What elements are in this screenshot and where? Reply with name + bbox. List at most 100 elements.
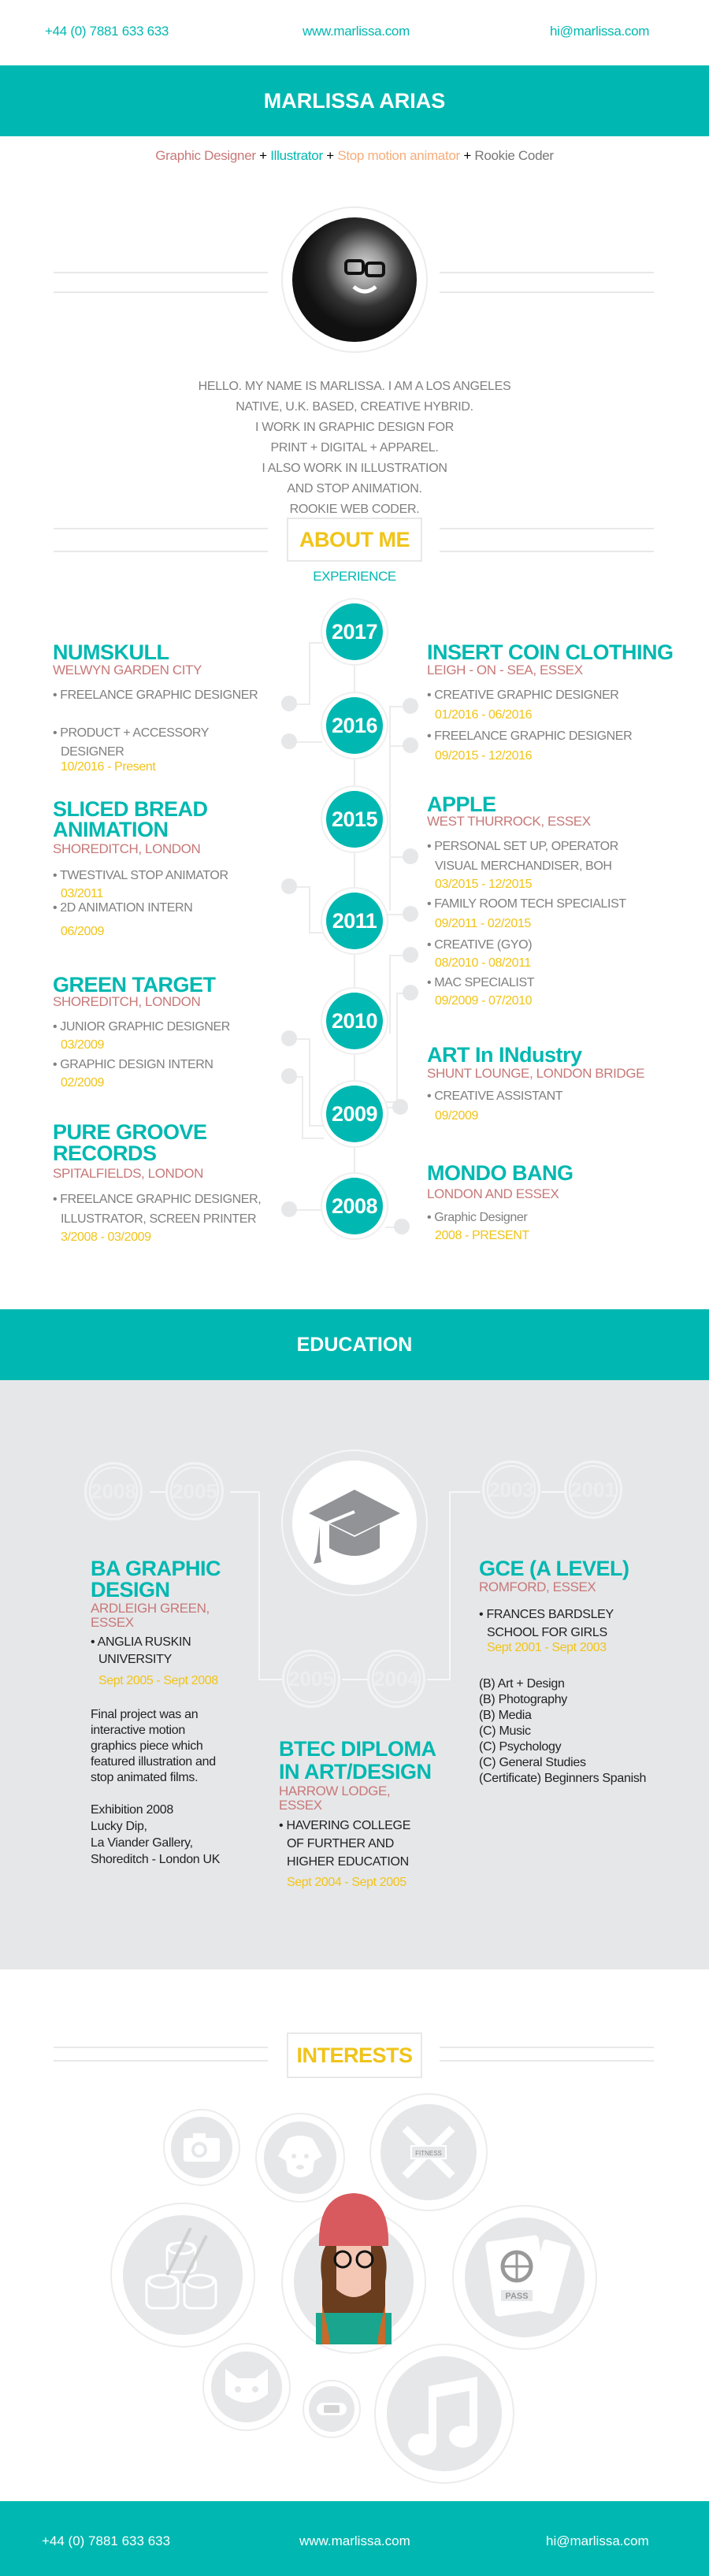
school-name: • HAVERING COLLEGE OF FURTHER AND HIGHER E…	[279, 1819, 411, 1869]
connector	[389, 706, 403, 707]
connector	[309, 932, 325, 934]
edu-year: 2004	[372, 1654, 421, 1703]
year-2016: 2016	[321, 692, 388, 759]
connector	[427, 1679, 451, 1680]
company-name: SLICED BREAD	[53, 797, 208, 821]
connector	[309, 886, 310, 934]
timeline-dot	[394, 1219, 410, 1234]
role-title: • 2D ANIMATION INTERN	[53, 901, 193, 915]
timeline-dot	[403, 906, 418, 922]
connector	[342, 1679, 367, 1680]
timeline-dot	[281, 1068, 297, 1084]
degree-title: IN ART/DESIGN	[279, 1760, 432, 1784]
connector	[230, 1491, 260, 1493]
company-location: SHUNT LOUNGE, LONDON BRIDGE	[427, 1066, 645, 1081]
contact-phone[interactable]: +44 (0) 7881 633 633	[45, 24, 169, 39]
company-location: SPITALFIELDS, LONDON	[53, 1166, 204, 1181]
page-title: MARLISSA ARIAS	[263, 89, 446, 113]
role-title: • GRAPHIC DESIGN INTERN	[53, 1058, 213, 1071]
connector	[297, 1038, 310, 1040]
tagline: Graphic Designer + Illustrator + Stop mo…	[0, 148, 709, 164]
connector	[389, 856, 403, 858]
edu-year-circle: 2005	[282, 1650, 340, 1708]
timeline-dot	[281, 878, 297, 894]
role-title: • FREELANCE GRAPHIC DESIGNER	[53, 689, 258, 702]
connector	[297, 741, 322, 743]
connector	[150, 1491, 165, 1493]
connector	[449, 1491, 451, 1680]
school-name: • ANGLIA RUSKIN UNIVERSITY	[91, 1635, 191, 1666]
footer-phone[interactable]: +44 (0) 7881 633 633	[42, 2533, 171, 2548]
company-location: SHOREDITCH, LONDON	[53, 841, 201, 856]
role-coder: Rookie Coder	[474, 148, 554, 163]
company-location: WEST THURROCK, ESSEX	[427, 814, 591, 829]
edu-year-circle: 2004	[367, 1650, 425, 1708]
interests-heading: INTERESTS	[287, 2032, 422, 2078]
contact-email[interactable]: hi@marlissa.com	[550, 24, 650, 39]
divider	[440, 551, 654, 552]
timeline-dot	[281, 733, 297, 749]
year-2015: 2015	[321, 785, 388, 853]
company-name: RECORDS	[53, 1141, 157, 1165]
role-date: 02/2009	[61, 1076, 105, 1089]
contact-website[interactable]: www.marlissa.com	[303, 24, 410, 39]
header-band: MARLISSA ARIAS	[0, 65, 709, 136]
bio-text: HELLO. MY NAME IS MARLISSA. I AM A LOS A…	[0, 377, 709, 520]
company-location: SHOREDITCH, LONDON	[53, 994, 201, 1009]
bio-line: AND STOP ANIMATION.	[287, 482, 422, 496]
connector	[389, 955, 403, 956]
role-date: 09/2015 - 12/2016	[435, 749, 533, 763]
degree-date: Sept 2001 - Sept 2003	[487, 1641, 607, 1654]
school-name: • FRANCES BARDSLEY SCHOOL FOR GIRLS	[479, 1608, 614, 1639]
bio-line: I ALSO WORK IN ILLUSTRATION	[262, 462, 447, 475]
role-animator: Stop motion animator	[337, 148, 460, 163]
company-name: PURE GROOVE	[53, 1120, 207, 1144]
year-label: 2009	[326, 1086, 383, 1142]
connector	[309, 1038, 310, 1127]
company-location: WELWYN GARDEN CITY	[53, 663, 202, 677]
timeline-dot	[403, 985, 418, 1000]
connector	[385, 914, 403, 915]
edu-year: 2003	[487, 1465, 536, 1514]
year-label: 2016	[326, 697, 383, 754]
graduation-cap-icon	[281, 1449, 428, 1596]
education-band: EDUCATION	[0, 1309, 709, 1380]
company-name: NUMSKULL	[53, 640, 169, 664]
connector	[297, 703, 310, 705]
connector	[389, 706, 391, 911]
footer-email[interactable]: hi@marlissa.com	[546, 2533, 649, 2548]
role-title: ILLUSTRATOR, SCREEN PRINTER	[61, 1212, 257, 1226]
footer-band	[0, 2501, 709, 2576]
company-location: LEIGH - ON - SEA, ESSEX	[427, 663, 583, 677]
degree-location: ROMFORD, ESSEX	[479, 1579, 596, 1594]
glasses-icon	[344, 259, 385, 294]
avatar-illustration	[281, 2193, 426, 2354]
year-label: 2010	[326, 993, 383, 1049]
timeline-dot	[403, 947, 418, 963]
sushi-icon	[110, 2203, 255, 2348]
role-date: 2008 - PRESENT	[435, 1229, 529, 1242]
company-name: ART In INdustry	[427, 1043, 582, 1067]
connector	[309, 642, 310, 705]
year-2010: 2010	[321, 987, 388, 1055]
bio-line: PRINT + DIGITAL + APPAREL.	[270, 441, 439, 455]
role-title: DESIGNER	[61, 745, 124, 759]
year-2011: 2011	[321, 887, 388, 955]
edu-year: 2005	[170, 1467, 219, 1516]
connector	[302, 1138, 324, 1139]
role-date: 03/2009	[61, 1038, 105, 1052]
degree-title: BA GRAPHIC	[91, 1557, 221, 1580]
connector	[297, 1076, 303, 1078]
degree-date: Sept 2005 - Sept 2008	[98, 1674, 218, 1687]
divider	[54, 528, 268, 529]
edu-year: 2005	[287, 1654, 336, 1703]
company-location: LONDON AND ESSEX	[427, 1186, 559, 1201]
degree-date: Sept 2004 - Sept 2005	[287, 1876, 406, 1889]
role-date: 3/2008 - 03/2009	[61, 1230, 151, 1244]
role-date: 09/2009	[435, 1109, 479, 1123]
role-title: • TWESTIVAL STOP ANIMATOR	[53, 869, 228, 882]
role-graphic-designer: Graphic Designer	[155, 148, 256, 163]
role-date: 10/2016 - Present	[61, 760, 156, 774]
edu-year-circle: 2008	[84, 1462, 143, 1520]
footer-website[interactable]: www.marlissa.com	[299, 2533, 410, 2548]
